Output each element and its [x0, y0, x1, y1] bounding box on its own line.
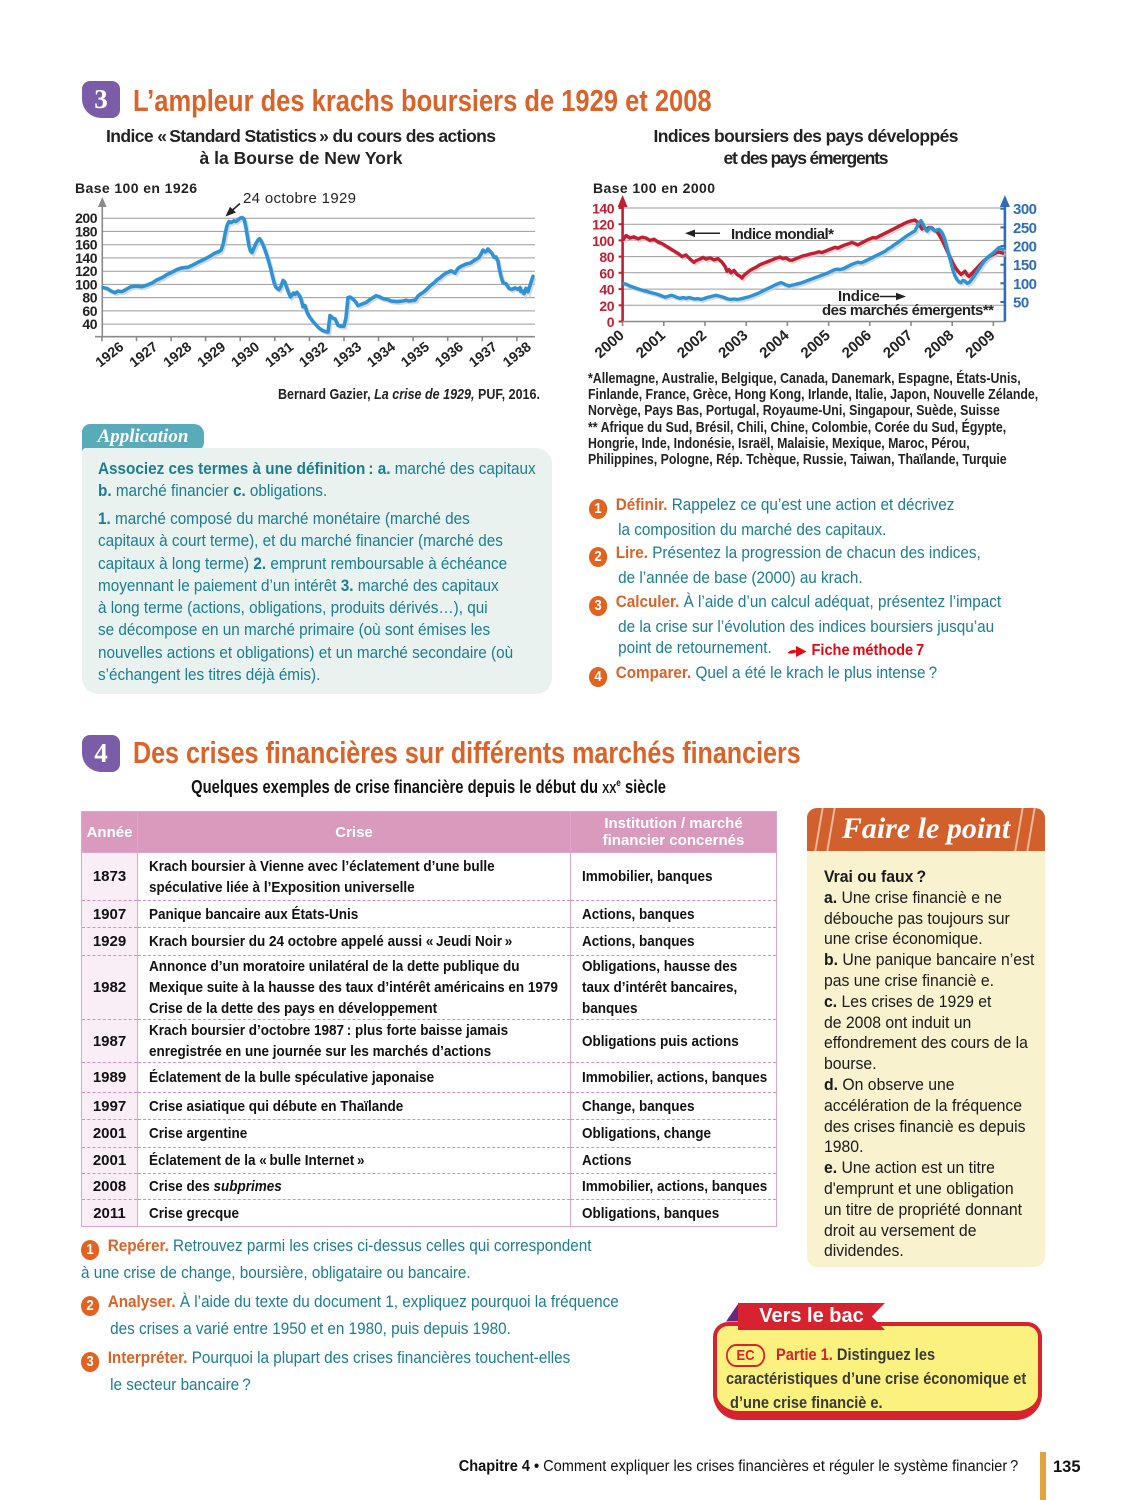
- svg-text:120: 120: [592, 217, 615, 233]
- svg-text:0: 0: [607, 314, 615, 330]
- svg-text:2003: 2003: [715, 327, 751, 362]
- svg-text:160: 160: [75, 237, 98, 253]
- svg-text:des marchés émergents**: des marchés émergents**: [822, 302, 994, 319]
- svg-text:200: 200: [1013, 239, 1037, 256]
- svg-text:1932: 1932: [296, 338, 331, 370]
- svg-text:100: 100: [75, 276, 98, 292]
- svg-text:Indice mondial*: Indice mondial*: [731, 226, 834, 243]
- svg-text:100: 100: [1013, 276, 1037, 293]
- svg-text:140: 140: [75, 250, 98, 266]
- svg-text:Indice: Indice: [838, 288, 880, 305]
- svg-text:1931: 1931: [262, 338, 297, 370]
- svg-text:1933: 1933: [330, 338, 365, 370]
- svg-text:2004: 2004: [756, 326, 793, 361]
- svg-text:Indice « Standard Statistics »: Indice « Standard Statistics » du cours …: [106, 126, 496, 146]
- svg-text:20: 20: [599, 298, 614, 314]
- svg-text:80: 80: [599, 249, 614, 265]
- svg-text:50: 50: [1013, 295, 1029, 312]
- svg-text:100: 100: [592, 233, 615, 249]
- svg-text:1928: 1928: [160, 338, 195, 370]
- svg-text:2001: 2001: [633, 327, 669, 362]
- svg-text:140: 140: [592, 201, 615, 217]
- svg-text:1934: 1934: [364, 338, 399, 370]
- svg-text:2005: 2005: [798, 327, 834, 362]
- svg-text:1929: 1929: [194, 338, 229, 370]
- svg-text:Base 100 en 1926: Base 100 en 1926: [75, 180, 197, 196]
- svg-text:1926: 1926: [92, 338, 127, 370]
- svg-text:1927: 1927: [126, 338, 161, 370]
- svg-text:2006: 2006: [839, 327, 875, 362]
- svg-text:Indices boursiers des pays dév: Indices boursiers des pays développés: [654, 126, 959, 146]
- svg-text:1930: 1930: [228, 338, 263, 370]
- svg-text:200: 200: [75, 210, 98, 226]
- svg-text:2008: 2008: [921, 327, 957, 362]
- svg-text:24 octobre 1929: 24 octobre 1929: [243, 190, 356, 207]
- svg-text:2007: 2007: [880, 327, 916, 362]
- svg-text:1938: 1938: [499, 338, 534, 370]
- svg-text:60: 60: [599, 265, 614, 281]
- svg-text:60: 60: [82, 303, 97, 319]
- svg-text:300: 300: [1013, 201, 1037, 218]
- svg-text:Bernard Gazier, La crise de 19: Bernard Gazier, La crise de 1929, PUF, 2…: [278, 386, 540, 403]
- svg-text:250: 250: [1013, 220, 1037, 237]
- svg-text:1936: 1936: [432, 338, 467, 370]
- svg-text:40: 40: [599, 282, 614, 298]
- svg-text:150: 150: [1013, 257, 1037, 274]
- svg-text:à la Bourse de New York: à la Bourse de New York: [200, 148, 403, 168]
- svg-text:et des pays émergents: et des pays émergents: [724, 148, 889, 168]
- svg-text:1935: 1935: [398, 338, 433, 370]
- svg-text:80: 80: [82, 290, 97, 306]
- svg-text:40: 40: [82, 316, 97, 332]
- svg-text:120: 120: [75, 263, 98, 279]
- svg-text:180: 180: [75, 223, 98, 239]
- svg-text:1937: 1937: [466, 338, 501, 370]
- svg-text:2000: 2000: [592, 327, 628, 362]
- svg-text:2002: 2002: [674, 327, 710, 362]
- svg-text:Base 100 en 2000: Base 100 en 2000: [593, 180, 715, 196]
- svg-text:2009: 2009: [962, 327, 998, 362]
